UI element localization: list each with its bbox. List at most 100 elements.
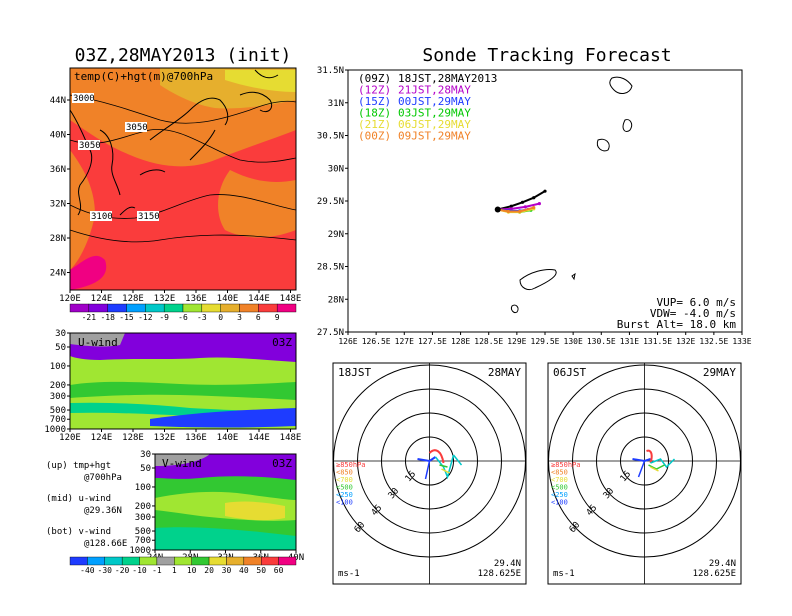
hodo-trace <box>648 464 665 470</box>
track-legend: (09Z) 18JST,28MAY2013 (12Z) 21JST,28MAY (15Z… <box>358 72 497 143</box>
track-lon-tick-label: 126.5E <box>362 337 391 346</box>
colorbar-label: -1 <box>152 566 162 575</box>
hodo-trace <box>650 466 659 472</box>
level-legend: ≥850hPa <box>551 461 581 469</box>
level-legend: <850 <box>551 469 568 477</box>
pressure-tick-label: 30 <box>140 450 151 460</box>
hodograph-time: 18JST <box>338 366 371 379</box>
track-lon-tick-label: 128E <box>451 337 470 346</box>
pressure-tick-label: 300 <box>50 392 66 402</box>
v-wind-neutral <box>155 454 210 466</box>
legend-code: (00Z) <box>358 130 391 143</box>
level-legend: <250 <box>551 491 568 499</box>
track-series <box>494 189 547 214</box>
note-bot-sub: @128.66E <box>84 539 127 549</box>
hodograph-lat: 29.4N <box>494 559 521 569</box>
track-lon-tick-label: 130.5E <box>587 337 616 346</box>
lon-tick-label: 132E <box>154 433 176 443</box>
pressure-tick-label: 50 <box>140 464 151 474</box>
colorbar-label: 1 <box>172 566 177 575</box>
temp-map-lon-axis: 120E 124E 128E 132E 136E 140E 144E 148E <box>59 290 301 304</box>
pressure-tick-label: 1000 <box>44 425 66 435</box>
colorbar-label: -40 <box>80 566 95 575</box>
colorbar-label: -6 <box>178 313 188 322</box>
note-up-sub: @700hPa <box>84 473 122 483</box>
contour-label: 3150 <box>138 212 160 222</box>
colorbar-swatch <box>243 556 262 566</box>
u-wind-title: U-wind <box>78 336 118 349</box>
track-point <box>537 202 541 206</box>
pressure-tick-label: 1000 <box>129 546 151 556</box>
level-legend: <700 <box>551 476 568 484</box>
track-point <box>509 204 513 208</box>
pressure-tick-label: 50 <box>55 343 66 353</box>
lon-tick-label: 136E <box>185 294 207 304</box>
track-lat-tick-label: 31N <box>328 99 344 109</box>
pressure-tick-label: 700 <box>50 415 66 425</box>
legend-label: 09JST,29MAY <box>398 130 471 143</box>
colorbar-label: 6 <box>256 313 261 322</box>
track-info: VUP= 6.0 m/s VDW= -4.0 m/s Burst Alt= 18… <box>617 296 737 331</box>
contour-label: 3050 <box>79 141 101 151</box>
legend-code: (12Z) <box>358 84 391 97</box>
track-map-frame <box>347 69 743 333</box>
colorbar-label: 10 <box>187 566 197 575</box>
island-outline <box>571 272 576 281</box>
lon-tick-label: 140E <box>217 433 239 443</box>
temp-map: 3000 3050 3050 3100 3150 temp(C)+hgt(m)@… <box>69 67 297 291</box>
pressure-tick-label: 200 <box>50 381 66 391</box>
colorbar-swatch <box>191 556 210 566</box>
u-wind-band-3 <box>150 408 296 428</box>
island-outline <box>622 119 633 133</box>
track-point <box>520 200 525 204</box>
colorbar-label: 30 <box>222 566 232 575</box>
note-bot-label: (bot) v-wind <box>46 527 111 537</box>
colorbar-label: -21 <box>82 313 97 322</box>
lon-tick-label: 124E <box>91 433 113 443</box>
level-legend: <700 <box>336 476 353 484</box>
launch-point <box>494 206 501 213</box>
track-line <box>497 202 540 211</box>
level-legend: <100 <box>551 499 568 507</box>
colorbar-label: 60 <box>274 566 284 575</box>
colorbar-label: 20 <box>204 566 214 575</box>
track-lon-tick-label: 127E <box>395 337 414 346</box>
colorbar-swatch <box>145 303 165 313</box>
colorbar-swatch <box>258 303 278 313</box>
pressure-tick-label: 300 <box>135 513 151 523</box>
level-legend: <500 <box>551 484 568 492</box>
lon-tick-label: 144E <box>248 433 270 443</box>
colorbar-label: 9 <box>275 313 280 322</box>
hodograph-lat: 29.4N <box>709 559 736 569</box>
hodo-trace <box>424 460 431 480</box>
colorbar-label: 50 <box>256 566 266 575</box>
contour-label: 3000 <box>73 94 95 104</box>
colorbar-label: -20 <box>115 566 130 575</box>
colorbar-label: -18 <box>100 313 115 322</box>
track-lon-tick-label: 133E <box>732 337 751 346</box>
v-wind-title: V-wind <box>162 457 202 470</box>
colorbar-swatch <box>87 556 105 566</box>
contour-label: 3050 <box>126 123 148 133</box>
island-outline <box>511 304 519 313</box>
colorbar-label: -12 <box>138 313 153 322</box>
hodo-trace <box>439 464 448 468</box>
track-lon-tick-label: 129E <box>507 337 526 346</box>
track-point <box>532 205 536 210</box>
pressure-tick-label: 100 <box>50 362 66 372</box>
u-wind-neutral <box>70 333 125 347</box>
pressure-tick-label: 200 <box>135 502 151 512</box>
track-lon-tick-label: 132.5E <box>699 337 728 346</box>
lon-tick-label: 128E <box>122 433 144 443</box>
temp-field-coolest <box>225 70 296 92</box>
colorbar-label: -10 <box>132 566 147 575</box>
unit-label: ms-1 <box>338 569 360 579</box>
contour-label: 3100 <box>91 212 113 222</box>
u-wind-band-1 <box>70 381 296 400</box>
lat-tick-label: 24N <box>50 269 66 279</box>
lon-tick-label: 128E <box>122 294 144 304</box>
track-point <box>506 209 511 214</box>
wind-colorbar: -40 -30 -20 -10 -1 1 10 20 30 40 50 60 <box>69 556 297 575</box>
